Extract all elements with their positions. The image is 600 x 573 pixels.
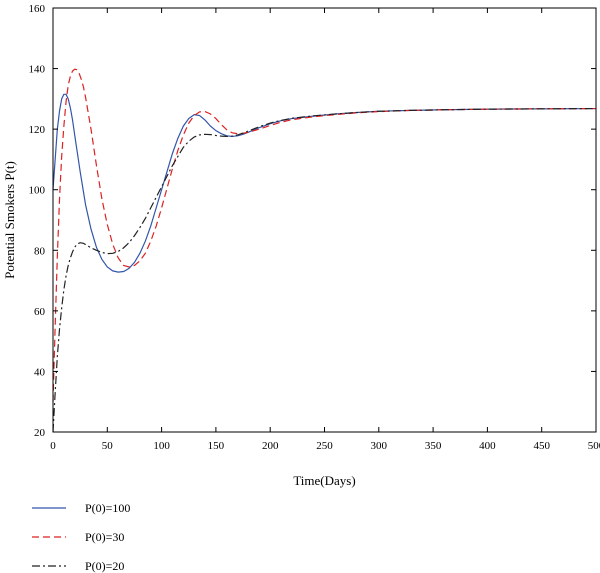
- x-tick-label: 500: [588, 440, 600, 452]
- x-axis: 0 50 100 150 200 250 300 350 400 450 500: [50, 8, 600, 452]
- series-line-2: [52, 68, 597, 402]
- x-tick-label: 0: [50, 440, 56, 452]
- y-tick-label: 20: [34, 427, 46, 439]
- x-tick-label: 350: [425, 440, 442, 452]
- y-axis-title: Potential Smokers P(t): [2, 161, 17, 279]
- x-tick-label: 300: [371, 440, 388, 452]
- legend-label-3: P(0)=20: [85, 559, 124, 573]
- y-tick-label: 100: [29, 185, 46, 197]
- legend-label-2: P(0)=30: [85, 530, 124, 544]
- series-line-3: [52, 107, 597, 433]
- y-tick-label: 120: [29, 124, 46, 136]
- x-axis-title: Time(Days): [293, 473, 355, 488]
- y-tick-label: 140: [29, 64, 46, 76]
- legend-label-1: P(0)=100: [85, 501, 130, 515]
- plot-lines: [52, 68, 597, 433]
- y-tick-label: 60: [34, 306, 46, 318]
- x-tick-label: 400: [479, 440, 496, 452]
- y-tick-label: 40: [34, 366, 46, 378]
- x-tick-label: 100: [153, 440, 170, 452]
- x-tick-label: 450: [533, 440, 550, 452]
- y-axis: 20 40 60 80 100 120 140 160: [29, 3, 596, 439]
- y-tick-label: 80: [34, 245, 46, 257]
- x-tick-label: 50: [102, 440, 114, 452]
- x-tick-label: 200: [262, 440, 279, 452]
- legend: P(0)=100 P(0)=30 P(0)=20: [32, 501, 130, 573]
- plot-frame: [52, 7, 597, 433]
- series-line-1: [52, 93, 597, 273]
- x-tick-label: 250: [316, 440, 333, 452]
- x-tick-label: 150: [208, 440, 225, 452]
- y-tick-label: 160: [29, 3, 46, 15]
